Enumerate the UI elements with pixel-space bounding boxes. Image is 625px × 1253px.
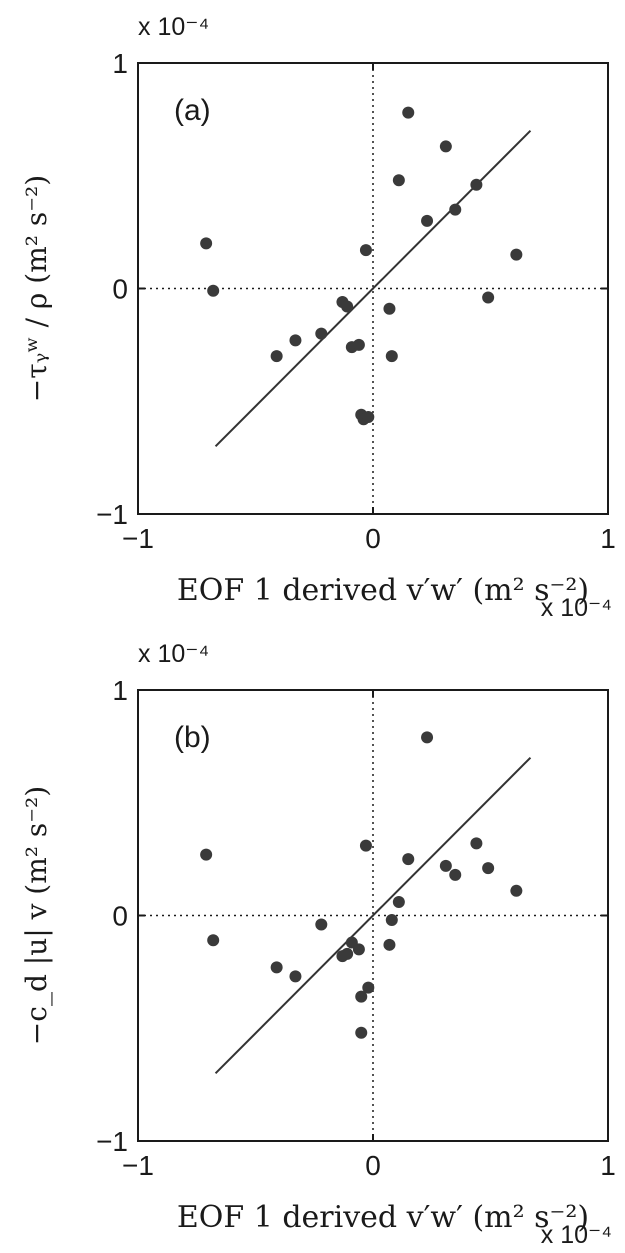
data-point [289,334,302,347]
x-axis-title: EOF 1 derived v′w′ (m² s⁻²) [177,1200,589,1235]
data-point [402,853,415,866]
y-axis-title: −τᵧʷ / ρ (m² s⁻²) [20,175,53,402]
data-point [341,947,354,960]
data-point [207,934,220,947]
y-tick-label: 1 [112,48,128,79]
panel-b: −1 0 1 1 0 −1 x 10⁻⁴ x 10⁻⁴ (b) EOF 1 derived v′w… [20,640,616,1249]
data-point [392,174,405,187]
data-point [470,837,483,850]
y-multiplier-label: x 10⁻⁴ [138,13,209,41]
data-point [510,884,523,897]
data-point [383,302,396,315]
data-point [200,848,213,861]
panel-label: (a) [174,94,211,127]
y-axis-title: −c_d |u| v (m² s⁻²) [20,786,53,1045]
x-tick-label: 0 [365,523,381,554]
panel-a: −1 0 1 1 0 −1 x 10⁻⁴ x 10⁻⁴ (a) EOF 1 derived v′w… [20,13,616,622]
data-point [355,990,368,1003]
data-point [315,918,328,931]
y-tick-label: −1 [96,499,128,530]
data-point [341,300,354,313]
y-tick-label: −1 [96,1126,128,1157]
y-tick-label: 0 [112,901,128,932]
y-multiplier-label: x 10⁻⁴ [138,640,209,668]
data-point [470,178,483,191]
data-point [359,839,372,852]
data-point [200,237,213,250]
x-tick-label: 1 [600,523,616,554]
data-point [421,214,434,227]
x-axis-title: EOF 1 derived v′w′ (m² s⁻²) [177,573,589,608]
data-point [385,350,398,363]
data-point [207,284,220,297]
data-point [402,106,415,119]
data-point [352,943,365,956]
data-point [270,961,283,974]
data-point [385,914,398,927]
data-point [449,203,462,216]
x-tick-label: −1 [122,523,154,554]
data-point [439,859,452,872]
y-tick-label: 1 [112,675,128,706]
panel-label: (b) [174,721,211,754]
data-point [392,895,405,908]
data-point [439,140,452,153]
x-multiplier-label: x 10⁻⁴ [541,594,612,622]
data-point [359,244,372,257]
x-multiplier-label: x 10⁻⁴ [541,1221,612,1249]
data-point [482,862,495,875]
data-point [449,868,462,881]
data-point [482,291,495,304]
data-point [270,350,283,363]
data-point [362,411,375,424]
data-point [315,327,328,340]
x-tick-label: 1 [600,1150,616,1181]
data-point [510,248,523,261]
data-point [421,731,434,744]
data-point [289,970,302,983]
x-tick-label: 0 [365,1150,381,1181]
data-point [352,338,365,351]
x-tick-label: −1 [122,1150,154,1181]
data-point [383,938,396,951]
fit-line [214,756,532,1075]
data-point [362,981,375,994]
data-point [355,1026,368,1039]
y-tick-label: 0 [112,274,128,305]
